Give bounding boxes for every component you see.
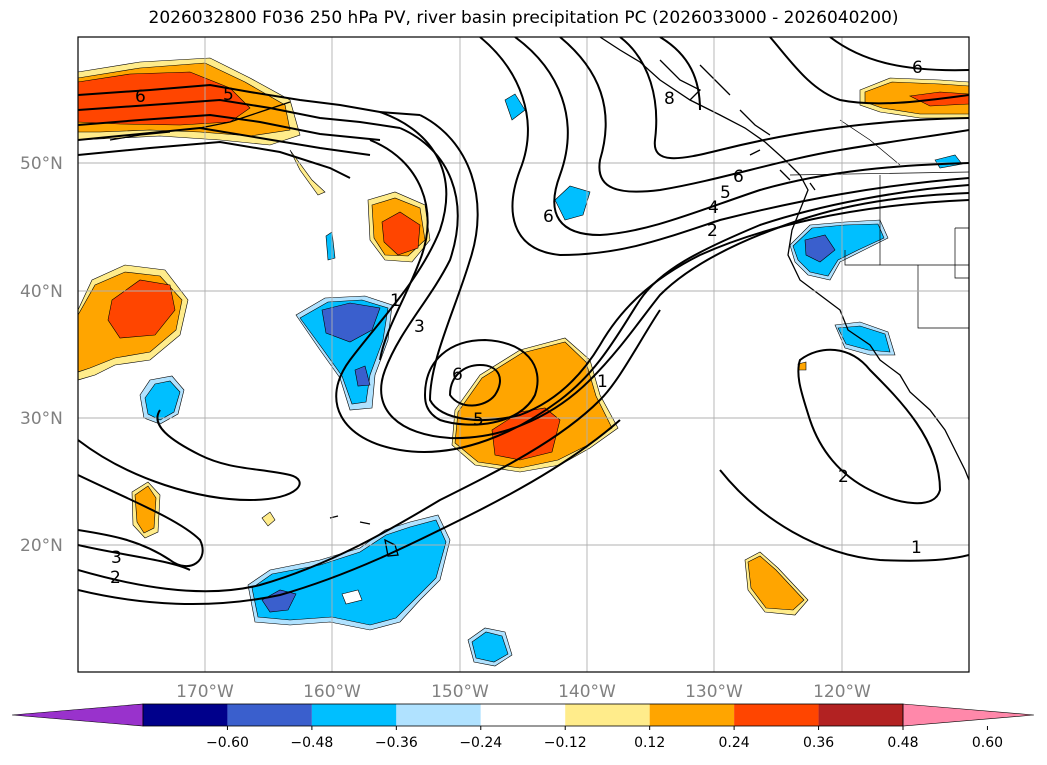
contour-label: 2 [707, 221, 718, 241]
colorbar-extend-low [11, 703, 144, 727]
longitude-labels: 170°W 160°W 150°W 140°W 130°W 120°W [176, 682, 871, 702]
contour-label: 8 [664, 89, 675, 109]
lon-label: 170°W [176, 682, 234, 702]
gridlines [78, 37, 969, 672]
latitude-labels: 50°N 40°N 30°N 20°N [20, 154, 63, 556]
contour-label: 2 [838, 467, 849, 487]
colorbar-segment [480, 704, 566, 726]
contour-label: 5 [720, 183, 731, 203]
contour-label: 5 [223, 85, 234, 105]
neg-region-w-small [144, 380, 181, 421]
colorbar-segment [227, 704, 312, 726]
colorbar-segment [734, 704, 819, 726]
neg-region-california [792, 223, 885, 277]
contour-label: 1 [911, 538, 922, 558]
colorbar-segment [311, 704, 397, 726]
contour-label: 2 [110, 568, 121, 588]
colorbar-segment [818, 704, 903, 726]
contour-label: 5 [473, 410, 484, 430]
colorbar-segment [565, 704, 650, 726]
contour-label: 6 [135, 87, 146, 107]
colorbar-tick-label: 0.24 [719, 735, 750, 751]
contour-label: 4 [708, 198, 719, 218]
lat-label: 50°N [20, 154, 63, 174]
lon-label: 130°W [685, 682, 743, 702]
pos-region-w-core [107, 279, 176, 339]
colorbar-tick-label: −0.60 [206, 735, 249, 751]
colorbar-tick-label: 0.36 [803, 735, 834, 751]
colorbar-tick-label: −0.12 [544, 735, 587, 751]
lon-label: 120°W [813, 682, 871, 702]
colorbar-tick-label: 0.60 [972, 735, 1003, 751]
contour-labels: 6 5 6 8 6 6 5 4 2 1 3 6 5 1 2 3 2 1 [110, 58, 923, 588]
colorbar-segment [649, 704, 735, 726]
lon-label: 140°W [558, 682, 616, 702]
pos-region-se [747, 555, 805, 611]
map-title: 2026032800 F036 250 hPa PV, river basin … [148, 8, 899, 28]
contour-label: 6 [912, 58, 923, 78]
lat-label: 30°N [20, 409, 63, 429]
colorbar: −0.60 −0.48 −0.36 −0.24 −0.12 0.12 0.24 0.36 0.4… [11, 703, 1035, 751]
pv-contours [78, 37, 969, 606]
contour-label: 6 [733, 167, 744, 187]
lon-label: 150°W [431, 682, 489, 702]
colorbar-tick-label: −0.24 [459, 735, 502, 751]
colorbar-segment [143, 704, 228, 726]
colorbar-extend-high [902, 703, 1035, 727]
lat-label: 20°N [20, 536, 63, 556]
colorbar-tick-label: 0.48 [887, 735, 918, 751]
colorbar-tick-label: −0.36 [375, 735, 418, 751]
contour-label: 6 [452, 365, 463, 385]
colorbar-tick-label: 0.12 [634, 735, 665, 751]
contour-label: 3 [414, 317, 425, 337]
contour-label: 1 [390, 291, 401, 311]
contour-label: 1 [597, 372, 608, 392]
pv-low-center [448, 363, 501, 407]
colorbar-tick-label: −0.48 [290, 735, 333, 751]
map-frame [77, 36, 970, 673]
hawaii [329, 515, 399, 557]
colorbar-segment [396, 704, 481, 726]
shaded-fields [78, 57, 969, 667]
contour-label: 6 [543, 207, 554, 227]
lon-label: 160°W [303, 682, 361, 702]
neg-region-south [251, 519, 447, 626]
lat-label: 40°N [20, 282, 63, 302]
contour-label: 3 [111, 548, 122, 568]
